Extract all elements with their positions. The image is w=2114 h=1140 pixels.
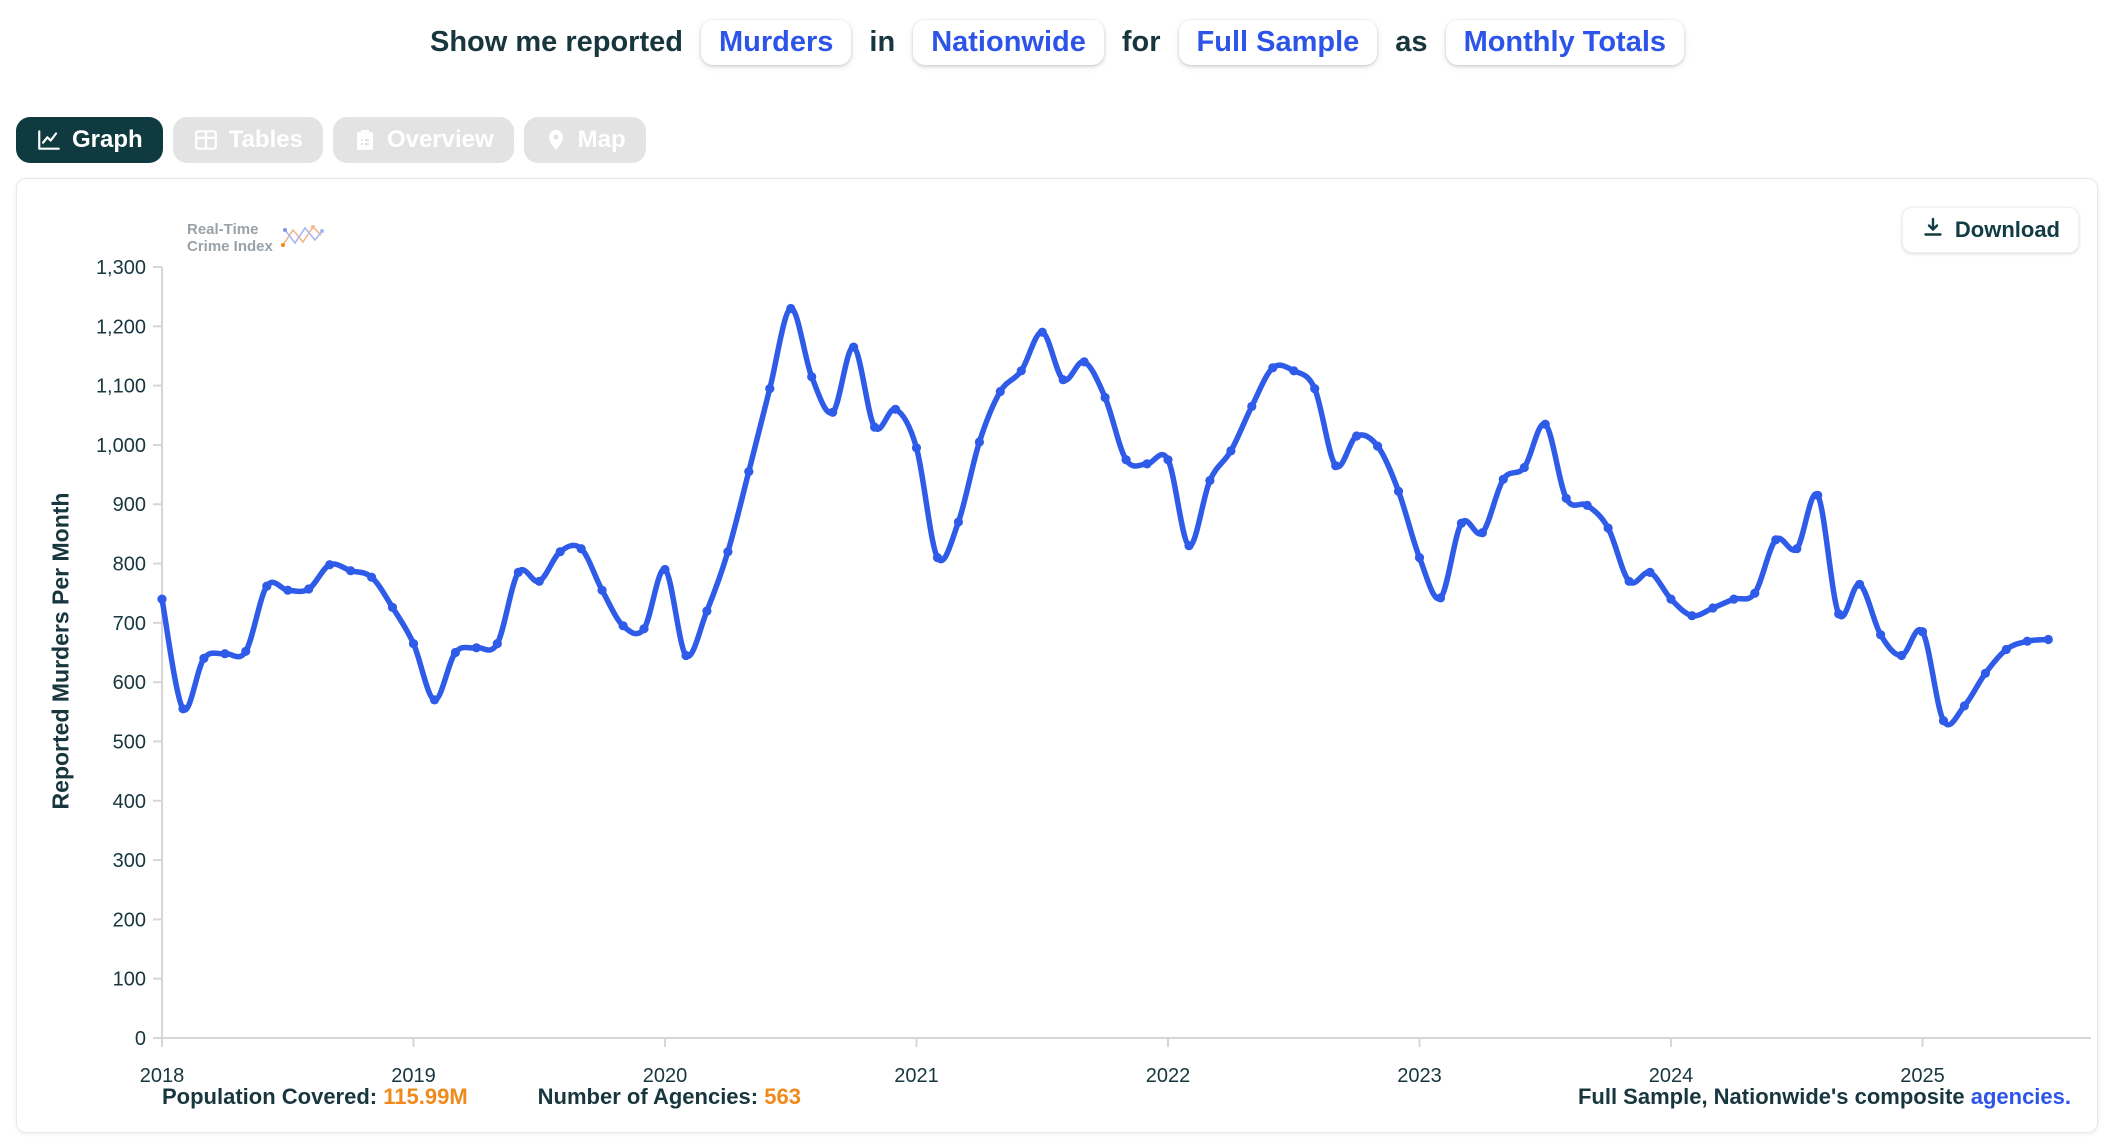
svg-text:1,000: 1,000 xyxy=(96,435,146,457)
svg-text:1,200: 1,200 xyxy=(96,316,146,338)
svg-text:2023: 2023 xyxy=(1397,1065,1442,1087)
svg-text:300: 300 xyxy=(113,850,146,872)
svg-text:800: 800 xyxy=(113,554,146,576)
download-icon xyxy=(1921,215,1945,245)
svg-text:2018: 2018 xyxy=(140,1065,185,1087)
svg-text:900: 900 xyxy=(113,494,146,516)
population-covered-stat: Population Covered: 115.99M xyxy=(162,1084,468,1109)
svg-text:200: 200 xyxy=(113,909,146,931)
sample-note-text: Full Sample, Nationwide's composite xyxy=(1577,1084,1971,1109)
clipboard-icon xyxy=(353,127,377,153)
svg-text:1,300: 1,300 xyxy=(96,257,146,279)
sentence-word-in: in xyxy=(869,26,896,58)
svg-text:400: 400 xyxy=(113,791,146,813)
population-covered-value: 115.99M xyxy=(383,1084,468,1109)
chart-footer-stats: Population Covered: 115.99M Number of Ag… xyxy=(162,1084,801,1110)
svg-text:1,100: 1,100 xyxy=(96,376,146,398)
chart-card: Real-Time Crime Index Download Reported … xyxy=(16,178,2098,1133)
svg-text:100: 100 xyxy=(113,969,146,991)
download-button[interactable]: Download xyxy=(1901,207,2079,253)
map-pin-icon xyxy=(544,127,568,153)
tab-graph[interactable]: Graph xyxy=(16,117,163,163)
svg-text:500: 500 xyxy=(113,731,146,753)
rtci-logo: Real-Time Crime Index xyxy=(187,221,325,260)
agencies-link[interactable]: agencies. xyxy=(1970,1084,2071,1109)
sentence-word-as: as xyxy=(1395,26,1428,58)
svg-text:700: 700 xyxy=(113,613,146,635)
agency-count-value: 563 xyxy=(764,1084,801,1109)
svg-text:2024: 2024 xyxy=(1649,1065,1694,1087)
tab-map[interactable]: Map xyxy=(523,117,646,163)
svg-text:2022: 2022 xyxy=(1146,1065,1191,1087)
tab-map-label: Map xyxy=(577,126,626,153)
tab-tables-label: Tables xyxy=(228,126,303,153)
sentence-word-for: for xyxy=(1121,26,1161,58)
y-axis-title: Reported Murders Per Month xyxy=(47,492,74,810)
crime-type-select[interactable]: Murders xyxy=(700,20,852,65)
sample-select[interactable]: Full Sample xyxy=(1178,20,1378,65)
sentence-prefix: Show me reported xyxy=(429,26,683,58)
sample-note: Full Sample, Nationwide's composite agen… xyxy=(1578,1084,2071,1110)
line-chart-icon xyxy=(36,127,62,153)
table-icon xyxy=(193,127,219,153)
tab-overview[interactable]: Overview xyxy=(332,117,514,163)
svg-text:2020: 2020 xyxy=(643,1065,688,1087)
svg-text:2021: 2021 xyxy=(894,1065,939,1087)
tab-tables[interactable]: Tables xyxy=(172,117,323,163)
svg-text:2019: 2019 xyxy=(391,1065,436,1087)
svg-text:600: 600 xyxy=(113,672,146,694)
view-tabs: Graph Tables Overview Map xyxy=(16,117,646,163)
place-select[interactable]: Nationwide xyxy=(913,20,1104,65)
logo-line2: Crime Index xyxy=(187,238,273,255)
tab-overview-label: Overview xyxy=(386,126,494,153)
svg-text:2025: 2025 xyxy=(1900,1065,1945,1087)
download-label: Download xyxy=(1954,217,2060,242)
mode-select[interactable]: Monthly Totals xyxy=(1445,20,1685,65)
logo-line1: Real-Time xyxy=(187,221,259,238)
svg-text:0: 0 xyxy=(135,1028,146,1050)
tab-graph-label: Graph xyxy=(72,126,143,153)
logo-sparkline-icon xyxy=(279,221,325,260)
murders-line-chart: 0 100 200 300 400 500 600 700 800 900 1,000 1,100 1,… xyxy=(96,257,2091,1087)
agency-count-stat: Number of Agencies: 563 xyxy=(537,1084,801,1109)
query-sentence: Show me reported Murders in Nationwide f… xyxy=(0,20,2114,65)
